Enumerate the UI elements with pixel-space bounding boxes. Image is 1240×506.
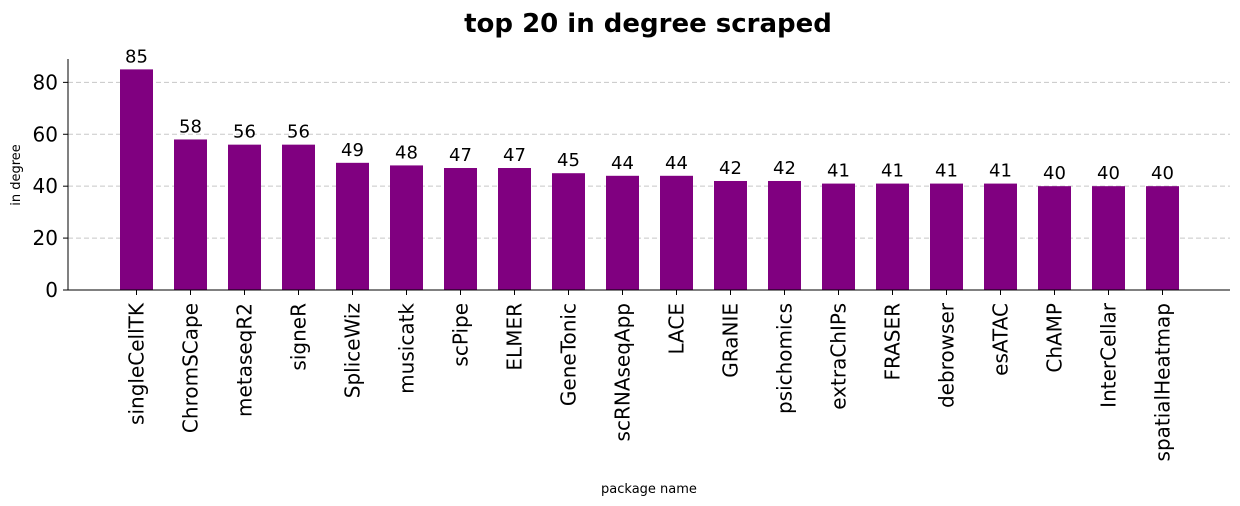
x-tick-label: scPipe <box>449 303 473 367</box>
bar-value-label: 42 <box>773 158 796 179</box>
bar <box>336 162 369 290</box>
bar <box>1092 186 1125 290</box>
x-tick-label: metaseqR2 <box>233 303 257 417</box>
bars <box>120 69 1179 290</box>
y-tick-label: 20 <box>33 226 58 250</box>
bar-value-label: 49 <box>341 140 364 161</box>
value-labels: 85 58 56 56 49 48 47 47 45 44 44 42 42 41 41 41 41 40 40 40 <box>125 46 1174 184</box>
x-axis-label: package name <box>601 482 697 497</box>
x-tick-label: LACE <box>665 303 689 355</box>
bar <box>606 175 639 290</box>
bar-value-label: 41 <box>881 161 904 182</box>
bar <box>498 168 531 290</box>
bar <box>930 183 963 290</box>
y-tick-label: 60 <box>33 122 58 146</box>
x-tick-label: ChromSCape <box>179 303 203 433</box>
chart-title: top 20 in degree scraped <box>464 9 832 39</box>
bar-value-label: 44 <box>611 153 634 174</box>
bar <box>660 175 693 290</box>
bar <box>174 139 207 290</box>
bar <box>768 180 801 290</box>
x-tick-label: spatialHeatmap <box>1151 303 1175 461</box>
bar-value-label: 85 <box>125 46 148 67</box>
y-tick-label: 0 <box>45 278 58 302</box>
x-tick-label: GeneTonic <box>557 303 581 406</box>
bar-value-label: 47 <box>449 145 472 166</box>
x-tick-label: singleCellTK <box>125 302 149 425</box>
bar <box>282 144 315 290</box>
bar <box>120 69 153 290</box>
grid-lines <box>68 81 1230 239</box>
x-tick-label: SpliceWiz <box>341 303 365 398</box>
bar <box>1146 186 1179 290</box>
x-tick-label: ELMER <box>503 303 527 371</box>
bar-value-label: 42 <box>719 158 742 179</box>
bar-value-label: 40 <box>1151 163 1174 184</box>
bar-value-label: 40 <box>1097 163 1120 184</box>
bar-value-label: 41 <box>827 161 850 182</box>
bar <box>1038 186 1071 290</box>
x-tick-label: esATAC <box>989 303 1013 376</box>
bar <box>714 180 747 290</box>
bar <box>876 183 909 290</box>
x-tick-label: psichomics <box>773 303 797 414</box>
bar-value-label: 58 <box>179 116 202 137</box>
x-tick-label: signeR <box>287 303 311 371</box>
y-axis-ticks: 0 20 40 60 80 <box>33 70 68 302</box>
y-axis-label: in degree <box>9 144 24 206</box>
bar-value-label: 56 <box>233 122 256 143</box>
bar-value-label: 48 <box>395 142 418 163</box>
x-tick-label: extraChIPs <box>827 303 851 410</box>
bar <box>444 168 477 290</box>
bar <box>228 144 261 290</box>
y-tick-label: 80 <box>33 70 58 94</box>
x-tick-label: ChAMP <box>1043 303 1067 373</box>
x-tick-label: FRASER <box>881 303 905 381</box>
bar-value-label: 47 <box>503 145 526 166</box>
bar-value-label: 56 <box>287 122 310 143</box>
bar <box>552 173 585 290</box>
x-tick-label: InterCellar <box>1097 302 1121 408</box>
bar <box>984 183 1017 290</box>
x-tick-label: GRaNIE <box>719 303 743 378</box>
x-tick-label: scRNAseqApp <box>611 303 635 441</box>
bar-value-label: 41 <box>935 161 958 182</box>
bar-value-label: 41 <box>989 161 1012 182</box>
bar-value-label: 40 <box>1043 163 1066 184</box>
bar <box>390 165 423 290</box>
x-tick-label: musicatk <box>395 303 419 394</box>
bar-value-label: 45 <box>557 150 580 171</box>
x-axis-ticks: singleCellTK ChromSCape metaseqR2 signeR Spl… <box>125 290 1175 461</box>
x-tick-label: debrowser <box>935 302 959 408</box>
bar-value-label: 44 <box>665 153 688 174</box>
bar <box>822 183 855 290</box>
y-tick-label: 40 <box>33 174 58 198</box>
